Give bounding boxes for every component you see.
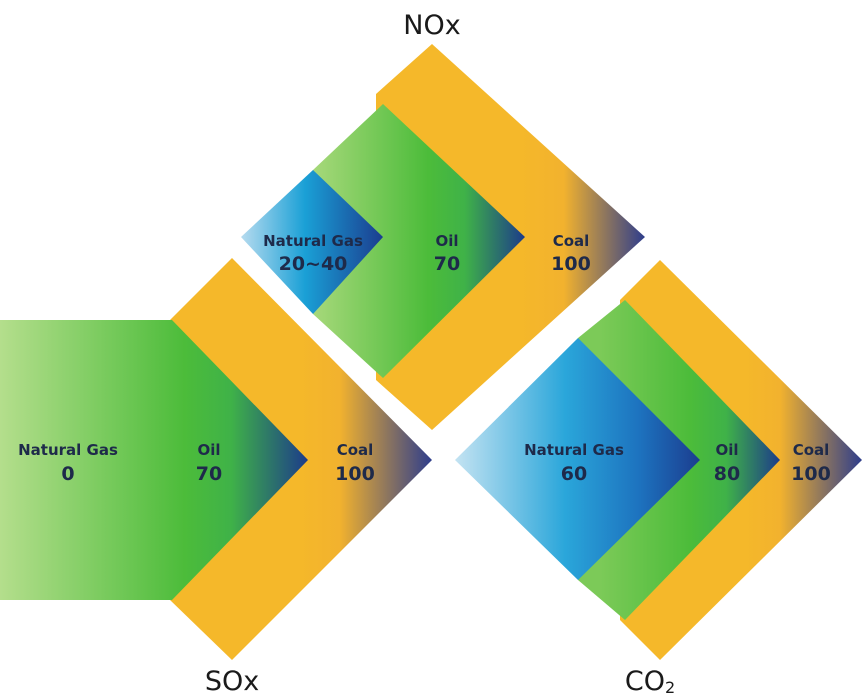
sox-oil-name: Oil [197,441,220,459]
nox-gas-area [241,170,383,314]
sox-oil-area [0,320,308,600]
co2-oil-value: 80 [714,463,740,485]
nox-oil-name: Oil [435,232,458,250]
sox-coal-name: Coal [337,441,374,459]
nox-title: NOx [403,10,460,41]
sox-title: SOx [205,666,259,695]
co2-diagram: Natural Gas 60 Oil 80 Coal 100 CO2 [455,260,862,695]
co2-oil-name: Oil [715,441,738,459]
nox-diagram: Natural Gas 20~40 Oil 70 Coal 100 NOx [241,10,645,430]
nox-gas-name: Natural Gas [263,232,363,250]
co2-title: CO2 [625,666,675,695]
nox-gas-value: 20~40 [279,253,348,275]
nox-oil-area [313,104,525,378]
co2-title-main: CO [625,666,665,695]
nox-coal-name: Coal [553,232,590,250]
co2-coal-value: 100 [791,463,831,485]
sox-oil-value: 70 [196,463,222,485]
co2-coal-name: Coal [793,441,830,459]
nox-coal-value: 100 [551,253,591,275]
co2-gas-name: Natural Gas [524,441,624,459]
sox-gas-value: 0 [61,463,74,485]
co2-gas-area [455,338,700,580]
sox-diagram: Natural Gas 0 Oil 70 Coal 100 SOx [0,258,432,695]
sox-gas-name: Natural Gas [18,441,118,459]
co2-title-subscript: 2 [665,678,675,695]
nox-oil-value: 70 [434,253,460,275]
co2-gas-value: 60 [561,463,587,485]
sox-coal-value: 100 [335,463,375,485]
